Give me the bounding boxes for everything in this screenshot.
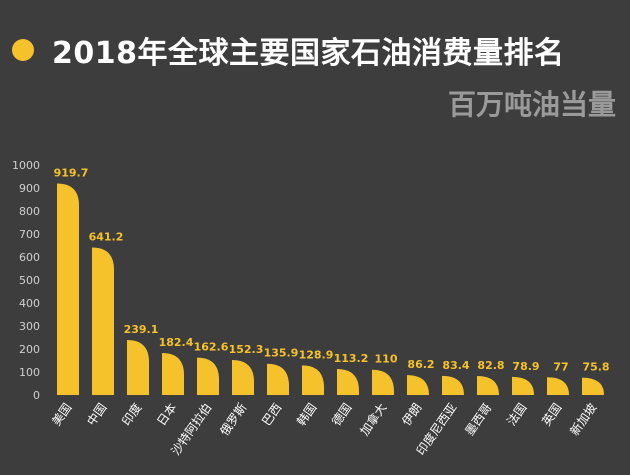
x-category-label: 巴西	[259, 401, 284, 429]
x-category-label: 墨西哥	[462, 401, 494, 439]
bar-俄罗斯	[232, 359, 254, 395]
x-category-label: 德国	[328, 400, 354, 428]
value-label: 113.2	[334, 352, 369, 365]
x-category-label: 韩国	[293, 400, 319, 428]
y-tick-label: 1000	[12, 159, 40, 172]
value-label: 86.2	[407, 358, 434, 371]
y-tick-label: 300	[19, 320, 40, 333]
chart-subtitle: 百万吨油当量	[447, 88, 616, 121]
title-bullet-dot	[12, 39, 34, 61]
value-label: 182.4	[159, 336, 194, 349]
x-category-label: 中国	[83, 400, 109, 428]
bar-巴西	[267, 363, 289, 395]
value-label: 162.6	[194, 341, 229, 354]
bar-德国	[337, 368, 359, 395]
x-category-label: 印度	[118, 400, 144, 428]
x-category-label: 加拿大	[357, 400, 390, 438]
y-tick-label: 200	[19, 343, 40, 356]
x-category-label: 伊朗	[399, 401, 424, 429]
value-label: 135.9	[264, 347, 299, 360]
value-label: 82.8	[477, 359, 504, 372]
y-tick-label: 100	[19, 366, 40, 379]
bar-韩国	[302, 365, 324, 395]
bar-中国	[92, 247, 114, 395]
bar-伊朗	[407, 375, 429, 395]
y-tick-label: 500	[19, 274, 40, 287]
bar-印度尼西亚	[442, 375, 464, 395]
value-label: 641.2	[89, 231, 124, 244]
y-tick-label: 800	[19, 205, 40, 218]
title-row: 2018年全球主要国家石油消费量排名	[12, 30, 565, 71]
x-category-label: 法国	[504, 401, 529, 429]
bar-美国	[57, 183, 79, 395]
value-label: 110	[375, 353, 398, 366]
y-tick-label: 400	[19, 297, 40, 310]
x-category-label: 日本	[154, 401, 179, 429]
y-tick-label: 900	[19, 182, 40, 195]
bar-印度	[127, 340, 149, 395]
value-label: 128.9	[299, 348, 334, 361]
bar-新加坡	[582, 377, 604, 395]
y-tick-label: 0	[33, 389, 40, 402]
value-label: 75.8	[582, 361, 609, 374]
chart-title: 2018年全球主要国家石油消费量排名	[52, 36, 565, 71]
bar-日本	[162, 353, 184, 395]
bar-英国	[547, 377, 569, 395]
x-category-label: 俄罗斯	[217, 401, 249, 439]
x-category-label: 美国	[49, 401, 74, 429]
x-category-label: 英国	[539, 401, 564, 429]
value-label: 919.7	[54, 166, 89, 179]
y-tick-label: 600	[19, 251, 40, 264]
bar-加拿大	[372, 369, 394, 395]
bar-墨西哥	[477, 375, 499, 395]
value-label: 152.3	[229, 343, 264, 356]
x-category-label: 新加坡	[567, 400, 600, 438]
bar-沙特阿拉伯	[197, 357, 219, 395]
value-label: 83.4	[442, 359, 469, 372]
value-label: 77	[553, 360, 568, 373]
value-label: 78.9	[512, 360, 539, 373]
bar-法国	[512, 376, 534, 395]
y-tick-label: 700	[19, 228, 40, 241]
value-label: 239.1	[124, 323, 159, 336]
